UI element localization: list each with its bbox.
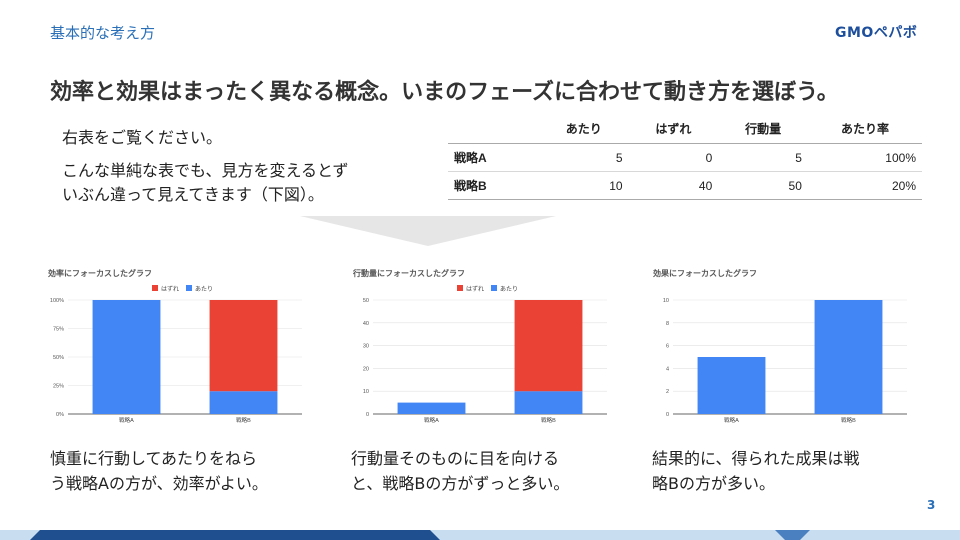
caption-efficiency: 慎重に行動してあたりをねら う戦略Aの方が、効率がよい。 [50,446,268,496]
table-header-row: あたり はずれ 行動量 あたり率 [448,118,922,144]
chart-title: 効果にフォーカスしたグラフ [653,268,757,278]
bar [697,357,766,414]
y-tick-label: 0 [666,412,669,418]
legend-label: あたり [500,286,518,293]
legend-swatch [152,285,158,291]
intro-line-2: こんな単純な表でも、見方を変えるとず [62,161,349,180]
y-tick-label: 20 [363,366,369,372]
caption-line: 慎重に行動してあたりをねら [50,449,258,468]
table-cell: 5 [718,143,808,172]
table-cell: 戦略B [448,171,539,200]
efficiency-chart: 効率にフォーカスしたグラフはずれ あたり 0% 25% 50% 75% 100% 戦略A 戦略B [40,262,310,432]
legend-label: はずれ [161,285,179,293]
table-cell: 戦略A [448,143,539,172]
chart-title: 効率にフォーカスしたグラフ [48,268,152,278]
y-tick-label: 75% [53,327,64,333]
table-cell: 0 [628,143,719,172]
caption-effect: 結果的に、得られた成果は戦 略Bの方が多い。 [652,446,860,496]
bar-segment [92,300,161,414]
down-arrow-shape [300,216,556,246]
y-tick-label: 2 [666,389,669,395]
section-label: 基本的な考え方 [50,24,156,42]
y-tick-label: 100% [50,298,64,304]
legend-label: あたり [195,286,213,293]
y-tick-label: 40 [363,321,369,327]
bar-segment [514,300,583,392]
x-tick-label: 戦略A [119,416,134,424]
y-tick-label: 50 [363,298,369,304]
table-header-cell: 行動量 [718,118,808,144]
slide-title: 効率と効果はまったく異なる概念。いまのフェーズに合わせて動き方を選ぼう。 [50,80,839,105]
x-tick-label: 戦略B [541,416,556,424]
y-tick-label: 10 [663,298,669,304]
legend-swatch [491,285,497,291]
caption-line: と、戦略Bの方がずっと多い。 [351,474,570,493]
table-header-cell: あたり [538,118,629,144]
y-tick-label: 4 [666,366,669,372]
caption-line: 結果的に、得られた成果は戦 [652,449,860,468]
table-row: 戦略B 10 40 50 20% [448,171,922,200]
x-tick-label: 戦略A [424,416,439,424]
x-tick-label: 戦略B [236,416,251,424]
y-tick-label: 10 [363,389,369,395]
intro-line-3: いぶん違って見えてきます（下図）。 [62,185,324,204]
bar-segment [514,391,583,414]
volume-chart: 行動量にフォーカスしたグラフ はずれ あたり 0 10 20 30 40 50 戦略A 戦略B [345,262,615,432]
legend-label: はずれ [466,285,484,293]
effect-chart-svg: 効果にフォーカスしたグラフ 0 2 4 6 8 10 戦略A 戦略B [653,268,907,424]
page-number: 3 [927,498,936,512]
legend-swatch [186,285,192,291]
table-header-cell: はずれ [628,118,719,144]
table-cell: 40 [628,171,719,200]
bar [814,300,883,414]
y-tick-label: 25% [53,384,64,390]
caption-line: う戦略Aの方が、効率がよい。 [50,474,268,493]
chart-title: 行動量にフォーカスしたグラフ [352,268,465,278]
table-cell: 100% [807,143,922,172]
table-row: 戦略A 5 0 5 100% [448,143,922,172]
bar-segment [209,300,278,392]
y-tick-label: 30 [363,344,369,350]
table-cell: 50 [718,171,808,200]
intro-line-1: 右表をご覧ください。 [62,128,223,147]
table-cell: 5 [538,143,629,172]
footer-band [0,530,960,540]
caption-line: 略Bの方が多い。 [652,474,775,493]
table-header-cell: あたり率 [807,118,922,144]
legend-swatch [457,285,463,291]
table-cell: 20% [807,171,922,200]
y-tick-label: 0 [366,412,369,418]
strategy-table: あたり はずれ 行動量 あたり率 戦略A 5 0 5 100% 戦略B 10 4… [448,118,922,200]
y-tick-label: 50% [53,355,64,361]
y-tick-label: 8 [666,321,669,327]
bar-segment [209,391,278,414]
x-tick-label: 戦略A [724,416,739,424]
caption-line: 行動量そのものに目を向ける [351,449,560,468]
x-tick-label: 戦略B [841,416,856,424]
table-header-cell [448,118,539,144]
y-tick-label: 6 [666,344,669,350]
table-cell: 10 [538,171,629,200]
bar-segment [397,402,466,414]
footer-decoration [30,530,810,540]
y-tick-label: 0% [56,412,64,418]
effect-chart: 効果にフォーカスしたグラフ 0 2 4 6 8 10 戦略A 戦略B [645,262,915,432]
company-logo: GMOペパボ [835,25,918,41]
caption-volume: 行動量そのものに目を向ける と、戦略Bの方がずっと多い。 [351,446,569,496]
